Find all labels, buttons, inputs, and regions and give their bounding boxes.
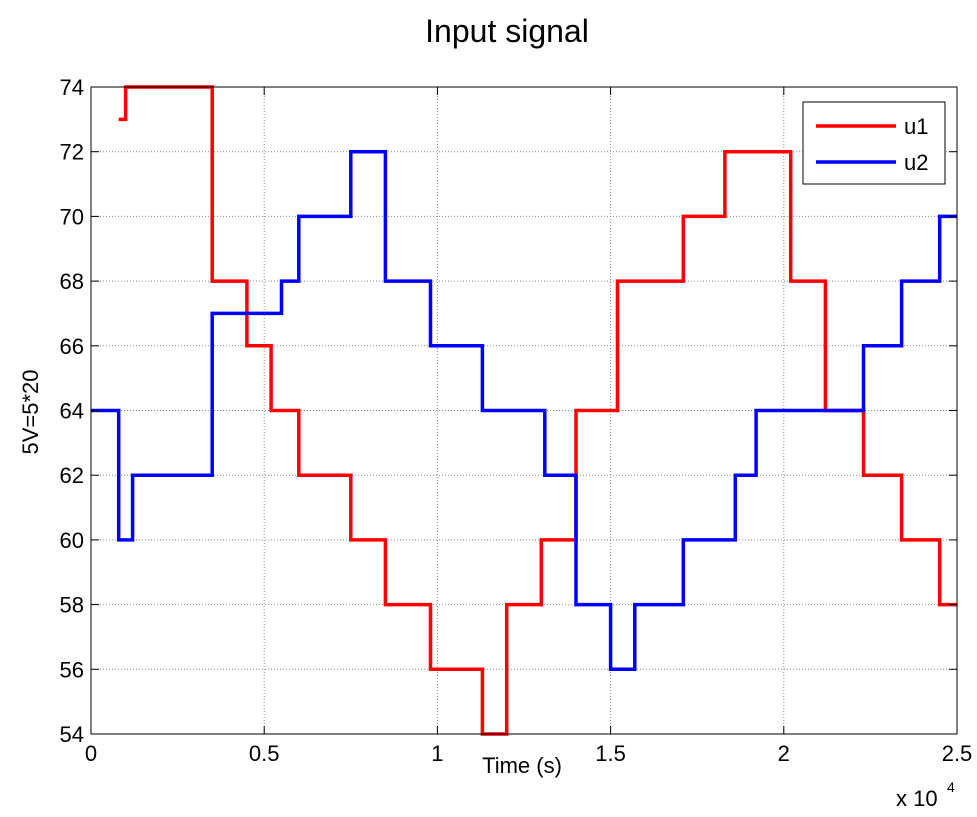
y-tick-label: 56 <box>60 657 84 682</box>
y-tick-label: 54 <box>60 722 84 747</box>
y-tick-label: 70 <box>60 204 84 229</box>
x-tick-label: 2 <box>778 741 790 766</box>
legend-label-u1: u1 <box>904 114 928 139</box>
y-axis-label: 5V=5*20 <box>18 369 43 454</box>
x-multiplier-exponent: 4 <box>947 779 955 795</box>
x-tick-label: 0 <box>85 741 97 766</box>
chart-title: Input signal <box>425 13 589 49</box>
x-tick-label: 0.5 <box>249 741 280 766</box>
y-tick-label: 58 <box>60 593 84 618</box>
y-tick-label: 68 <box>60 269 84 294</box>
y-tick-label: 64 <box>60 399 84 424</box>
y-tick-label: 72 <box>60 140 84 165</box>
x-tick-label: 1.5 <box>595 741 626 766</box>
series-line-u2 <box>91 149 957 672</box>
y-tick-label: 74 <box>60 75 84 100</box>
y-tick-label: 60 <box>60 528 84 553</box>
y-tick-label: 66 <box>60 334 84 359</box>
legend-label-u2: u2 <box>904 150 928 175</box>
x-tick-label: 1 <box>431 741 443 766</box>
series-lines <box>91 85 957 736</box>
axis-ticks: 0 0.5 1 1.5 2 2.5 54 56 58 60 62 64 66 68 70 72 74 <box>60 75 973 766</box>
x-axis-label: Time (s) <box>482 753 562 778</box>
legend-box <box>802 101 946 185</box>
x-multiplier-label: x 10 <box>896 786 938 811</box>
y-tick-label: 62 <box>60 463 84 488</box>
x-tick-label: 2.5 <box>942 741 973 766</box>
legend: u1 u2 <box>802 101 946 185</box>
